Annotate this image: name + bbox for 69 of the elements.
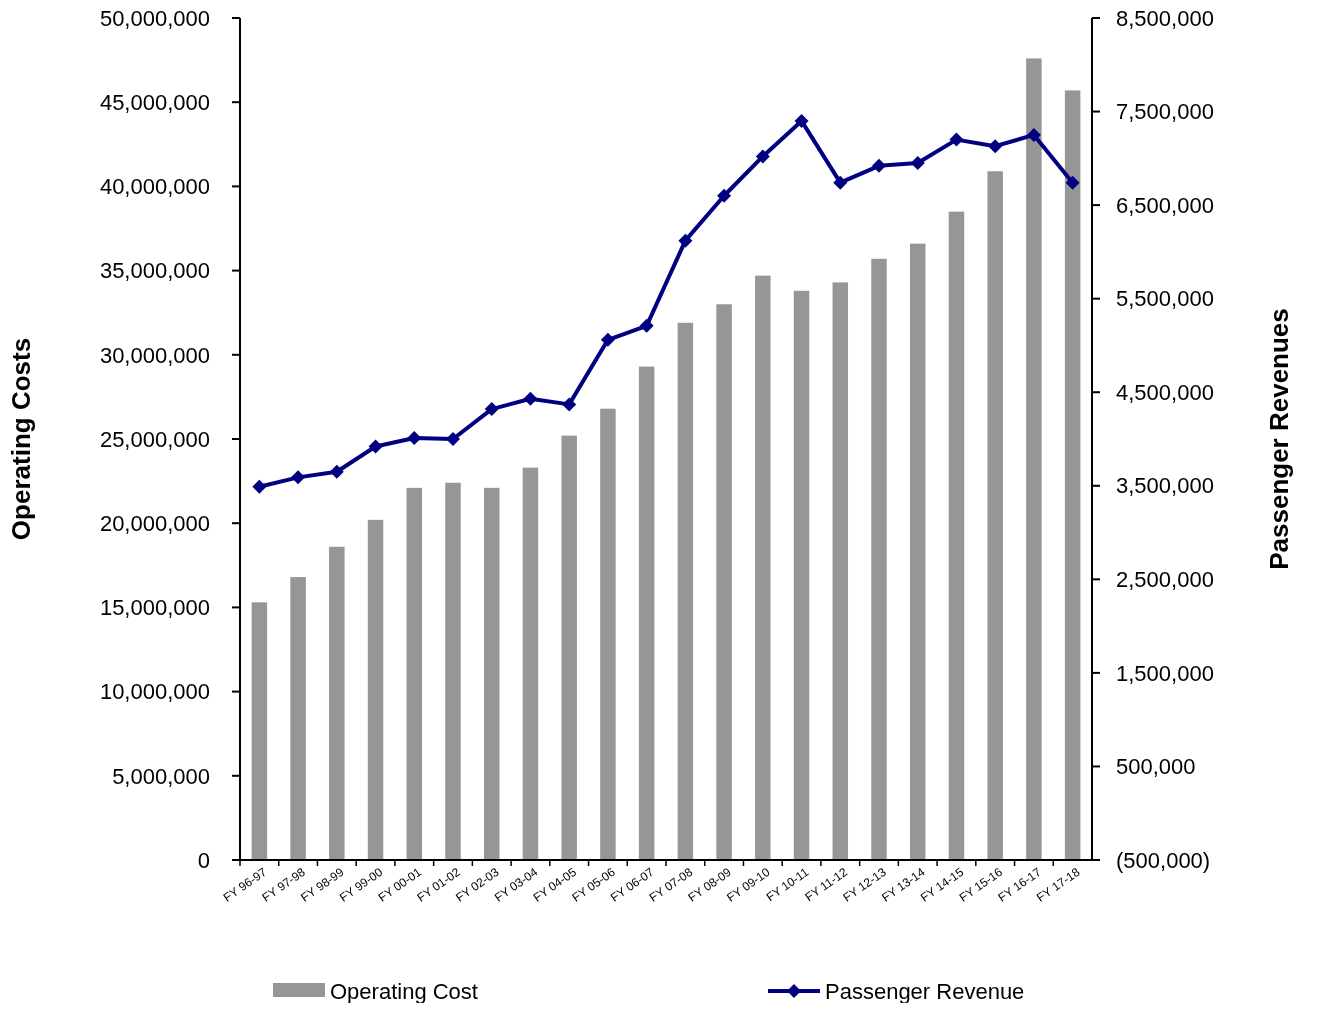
bar bbox=[406, 487, 423, 860]
bar bbox=[251, 602, 268, 860]
point bbox=[600, 332, 615, 347]
bar bbox=[329, 546, 345, 860]
bar bbox=[909, 243, 926, 860]
y-tick-label: 15,000,000 bbox=[99, 595, 210, 621]
y2-tick-label: 500,000 bbox=[1116, 754, 1196, 780]
point bbox=[717, 188, 732, 203]
y2-tick-label: 2,500,000 bbox=[1116, 567, 1214, 593]
y-tick-label: 5,000,000 bbox=[112, 763, 210, 789]
y-tick-label: 50,000,000 bbox=[99, 5, 210, 31]
bar bbox=[1026, 58, 1042, 860]
point bbox=[291, 470, 306, 485]
bar bbox=[755, 275, 771, 860]
y-tick-label: 40,000,000 bbox=[99, 174, 210, 200]
bar bbox=[600, 408, 616, 860]
bar bbox=[1064, 90, 1081, 860]
point bbox=[562, 397, 577, 412]
bar bbox=[561, 435, 577, 860]
y-tick-label: 20,000,000 bbox=[99, 510, 210, 536]
y-tick-label: 45,000,000 bbox=[99, 89, 210, 115]
y-tick-label: 35,000,000 bbox=[99, 258, 210, 284]
point bbox=[1065, 175, 1080, 190]
y-tick-label: 30,000,000 bbox=[99, 342, 210, 368]
point bbox=[446, 432, 460, 446]
bar bbox=[522, 467, 539, 860]
point bbox=[407, 431, 422, 446]
bar bbox=[716, 304, 732, 860]
point bbox=[872, 158, 886, 173]
bar bbox=[445, 482, 461, 860]
y2-tick-label: 5,500,000 bbox=[1116, 286, 1214, 312]
bar bbox=[793, 290, 810, 860]
bar bbox=[871, 258, 887, 860]
point bbox=[329, 464, 344, 479]
point bbox=[484, 402, 499, 417]
y2-tick-label: 8,500,000 bbox=[1116, 5, 1214, 31]
bar bbox=[638, 366, 655, 860]
bar bbox=[677, 322, 694, 860]
y-tick-label: 0 bbox=[197, 847, 210, 873]
point bbox=[910, 156, 925, 171]
bar bbox=[987, 171, 1003, 860]
y2-tick-label: 7,500,000 bbox=[1116, 99, 1214, 125]
point bbox=[678, 233, 693, 248]
point bbox=[755, 149, 770, 164]
point bbox=[988, 139, 1003, 154]
bar bbox=[483, 487, 500, 860]
point bbox=[1026, 127, 1041, 142]
legend-label: Operating Cost bbox=[330, 978, 478, 1004]
y2-axis-title: Passenger Revenues bbox=[1264, 308, 1294, 570]
y-tick-label: 10,000,000 bbox=[99, 679, 210, 705]
point bbox=[252, 479, 267, 494]
point bbox=[639, 318, 654, 333]
y2-tick-label: (500,000) bbox=[1116, 847, 1211, 873]
bar bbox=[367, 519, 384, 860]
point bbox=[949, 132, 964, 147]
y2-tick-label: 1,500,000 bbox=[1116, 660, 1214, 686]
bar bbox=[948, 211, 965, 860]
point bbox=[523, 391, 538, 406]
y-axis-title: Operating Costs bbox=[6, 337, 36, 541]
y2-tick-label: 6,500,000 bbox=[1116, 192, 1214, 218]
y2-tick-label: 3,500,000 bbox=[1116, 473, 1214, 499]
point bbox=[794, 113, 809, 128]
y2-tick-label: 4,500,000 bbox=[1116, 379, 1214, 405]
y-tick-label: 25,000,000 bbox=[99, 426, 210, 452]
point bbox=[833, 175, 848, 190]
point bbox=[368, 439, 383, 454]
bar bbox=[290, 577, 306, 860]
bar bbox=[832, 282, 849, 860]
legend-label: Passenger Revenue bbox=[825, 978, 1025, 1004]
